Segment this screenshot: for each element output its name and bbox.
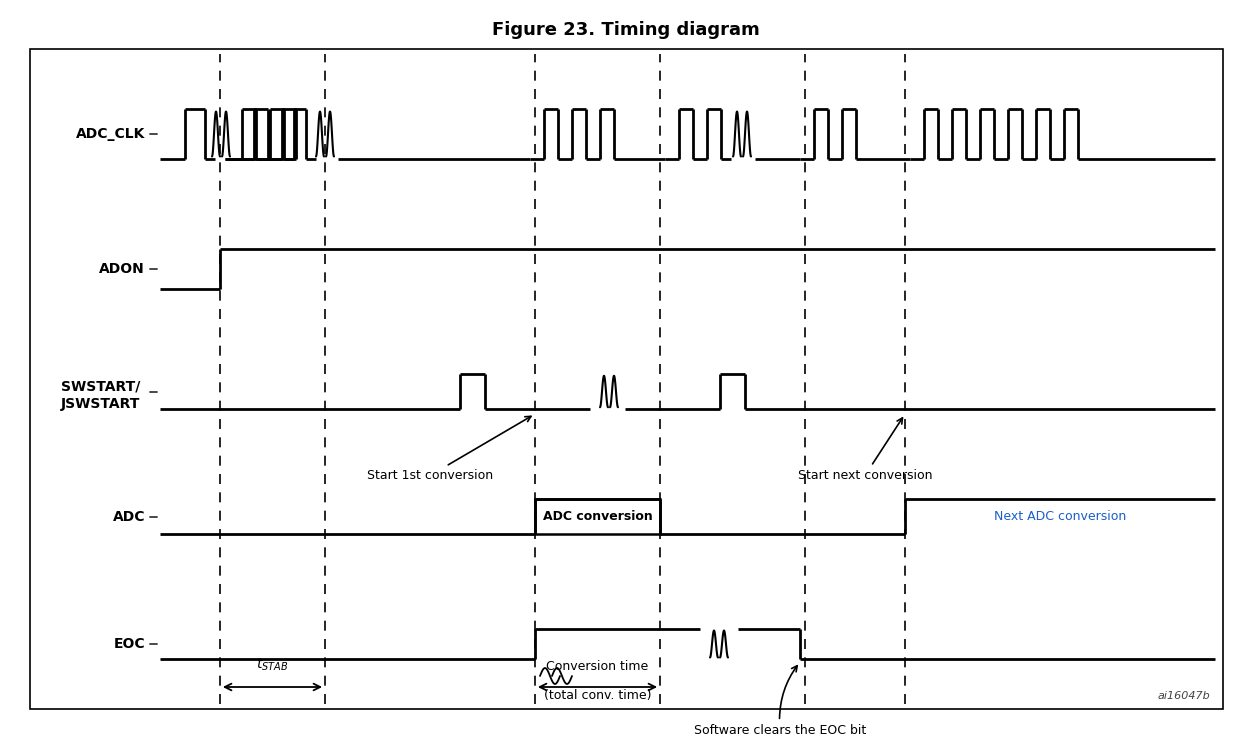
Text: Start 1st conversion: Start 1st conversion [367, 416, 531, 482]
Bar [535, 499, 660, 534]
Bar [30, 49, 1223, 709]
Text: Figure 23. Timing diagram: Figure 23. Timing diagram [492, 21, 759, 39]
Text: EOC: EOC [113, 637, 145, 651]
Text: ADON: ADON [99, 262, 145, 276]
Text: SWSTART/: SWSTART/ [60, 380, 140, 394]
Text: Software clears the EOC bit: Software clears the EOC bit [694, 666, 866, 737]
Text: ADC: ADC [113, 510, 145, 524]
Text: Conversion time: Conversion time [546, 660, 649, 673]
Text: Start next conversion: Start next conversion [798, 418, 932, 482]
Text: ADC_CLK: ADC_CLK [75, 127, 145, 141]
Text: ai16047b: ai16047b [1158, 691, 1210, 701]
Text: Next ADC conversion: Next ADC conversion [994, 510, 1126, 523]
Text: ADC conversion: ADC conversion [543, 510, 653, 523]
Text: $t_{STAB}$: $t_{STAB}$ [257, 656, 288, 673]
Text: (total conv. time): (total conv. time) [544, 689, 652, 702]
Text: JSWSTART: JSWSTART [60, 397, 140, 411]
